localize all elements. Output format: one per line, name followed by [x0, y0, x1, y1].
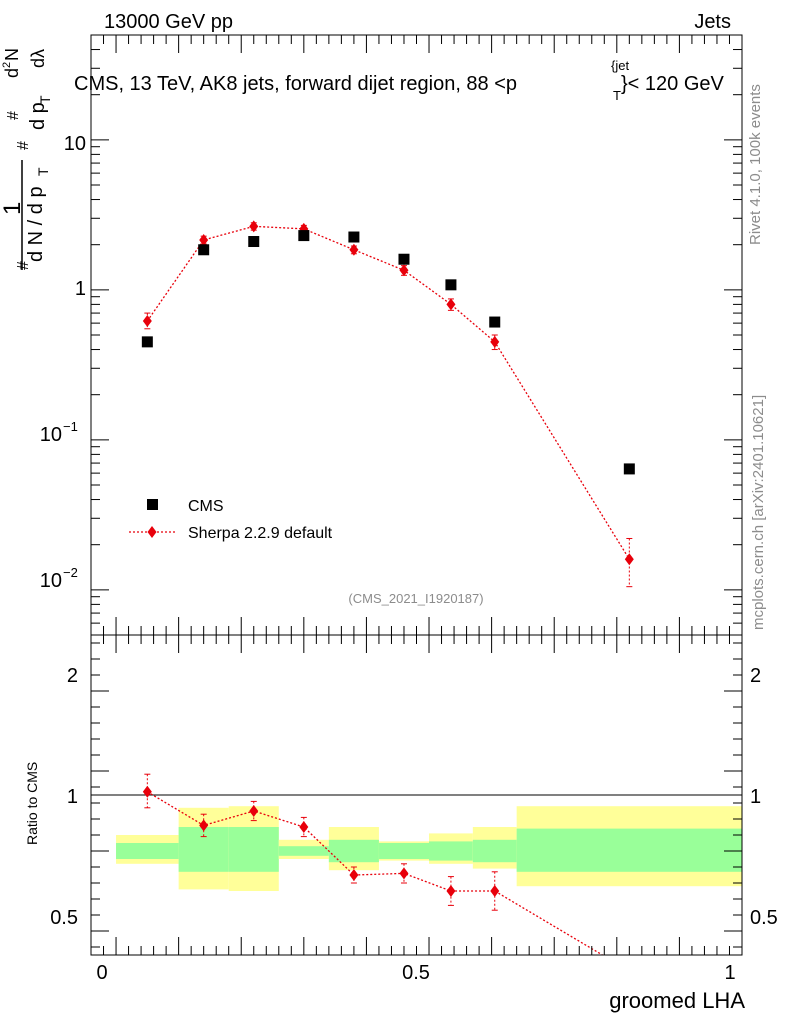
legend: CMS Sherpa 2.2.9 default: [129, 498, 333, 542]
cms-point: [398, 253, 410, 265]
y-title-den-2-sub: T: [37, 95, 53, 104]
cms-point: [489, 316, 501, 328]
ratio-band-inner: [516, 828, 742, 872]
y-title-num-2: #: [5, 111, 22, 120]
ratio-mc-point: [299, 821, 309, 833]
cms-point: [445, 279, 457, 291]
mc-point: [142, 314, 152, 327]
plot-title: CMS, 13 TeV, AK8 jets, forward dijet reg…: [74, 58, 725, 103]
plot-title-sup: {jet: [611, 58, 629, 73]
category-label: Jets: [694, 11, 731, 33]
y-title-d2n: d: [2, 68, 22, 78]
ratio-tick-label-1-right: 1: [750, 786, 761, 808]
ratio-tick-label-2-right: 2: [750, 665, 761, 687]
main-y-ticks: [91, 34, 742, 636]
y-tick-label-1: 1: [75, 278, 86, 300]
y-title-hash-2: #: [15, 141, 32, 150]
ratio-panel: 2 1 0.5 2 1 0.5 Ratio to CMS: [24, 634, 778, 956]
y-title-d2n-sup: 2: [1, 62, 13, 68]
legend-mc-label: Sherpa 2.2.9 default: [188, 525, 333, 542]
y-axis-title-main: # 1 d N / d p T # # d p T d 2 N dλ: [0, 48, 53, 270]
y-tick-label-10: 10: [64, 133, 86, 155]
mc-point: [446, 298, 456, 311]
ratio-mc-point: [399, 867, 409, 880]
ratio-band-inner: [228, 827, 279, 872]
y-title-hash-1: #: [15, 261, 32, 270]
mc-point: [199, 233, 209, 246]
ratio-mc-point: [490, 885, 500, 897]
y-tick-label-0.01-exp: −2: [63, 565, 78, 580]
x-tick-labels: 0 0.5 1: [96, 962, 735, 984]
y-tick-label-0.01-base: 10: [40, 570, 62, 592]
ratio-uncertainty-bands: [116, 806, 742, 891]
mc-point: [624, 553, 634, 566]
mc-curve: [146, 225, 630, 560]
y-title-den: d N / d p: [25, 186, 47, 262]
ratio-tick-label-2-left: 2: [67, 665, 78, 687]
y-title-one: 1: [0, 202, 26, 215]
ratio-mc-point: [249, 805, 259, 817]
mcplots-label: mcplots.cern.ch [arXiv:2401.10621]: [750, 395, 767, 630]
main-panel: 10 1 10 −1 10 −2 CMS Sherpa 2.2.9 defaul…: [40, 34, 743, 636]
y-tick-label-0.1-base: 10: [40, 424, 62, 446]
ratio-band-inner: [178, 827, 229, 872]
ratio-band-inner: [429, 841, 473, 861]
legend-cms-label: CMS: [188, 498, 224, 515]
ratio-tick-label-0.5-right: 0.5: [750, 907, 778, 929]
ratio-y-tick-labels: 2 1 0.5 2 1 0.5: [50, 665, 778, 929]
mc-series-line: [146, 225, 630, 560]
y-title-den-sub: T: [35, 167, 51, 176]
plot-title-suffix: }< 120 GeV: [621, 73, 725, 95]
plot-title-main: CMS, 13 TeV, AK8 jets, forward dijet reg…: [74, 73, 517, 95]
plot-title-sub: T: [613, 88, 621, 103]
ratio-y-ticks: [91, 642, 742, 948]
legend-mc-marker: [147, 526, 157, 538]
rivet-label: Rivet 4.1.0, 100k events: [747, 84, 764, 245]
ratio-band-inner: [116, 843, 179, 859]
ratio-tick-label-0.5-left: 0.5: [50, 907, 78, 929]
ratio-band-inner: [278, 846, 329, 856]
analysis-id: (CMS_2021_I1920187): [348, 591, 483, 606]
x-tick-label-0.5: 0.5: [402, 962, 430, 984]
beam-label: 13000 GeV pp: [104, 11, 233, 33]
y-title-d2n-tail: N: [2, 48, 22, 61]
ratio-mc-points: [142, 773, 500, 911]
cms-point: [348, 231, 360, 243]
ratio-mc-point: [142, 785, 152, 798]
ratio-mc-line: [147, 791, 604, 955]
y-tick-label-0.1-exp: −1: [63, 419, 78, 434]
ratio-band-inner: [328, 839, 379, 863]
cms-point: [198, 244, 210, 256]
ratio-band-inner: [472, 839, 517, 863]
ratio-y-title: Ratio to CMS: [24, 762, 40, 845]
cms-point: [623, 463, 635, 475]
legend-cms-marker: [147, 499, 158, 510]
mc-point: [490, 335, 500, 348]
mc-point: [249, 220, 259, 233]
mc-series-points: [142, 220, 634, 588]
x-ticks: [90, 35, 743, 955]
ratio-mc-point: [349, 869, 359, 881]
mc-point: [349, 243, 359, 256]
mc-point: [399, 264, 409, 277]
x-tick-label-1: 1: [724, 962, 735, 984]
cms-point: [298, 230, 310, 242]
y-title-dlambda: dλ: [28, 49, 48, 68]
ratio-tick-label-1-left: 1: [67, 786, 78, 808]
x-tick-label-0: 0: [96, 962, 107, 984]
ratio-band-inner: [378, 843, 430, 859]
cms-point: [248, 236, 260, 248]
ratio-mc-point: [446, 885, 456, 897]
cms-data-points: [141, 230, 635, 475]
cms-point: [141, 336, 153, 348]
ratio-mc-curve: [147, 791, 604, 955]
ratio-mc-point: [199, 819, 209, 832]
main-y-tick-labels: 10 1 10 −1 10 −2: [40, 133, 86, 592]
x-axis-title: groomed LHA: [609, 988, 745, 1013]
y-title-den-2: d p: [27, 102, 49, 130]
